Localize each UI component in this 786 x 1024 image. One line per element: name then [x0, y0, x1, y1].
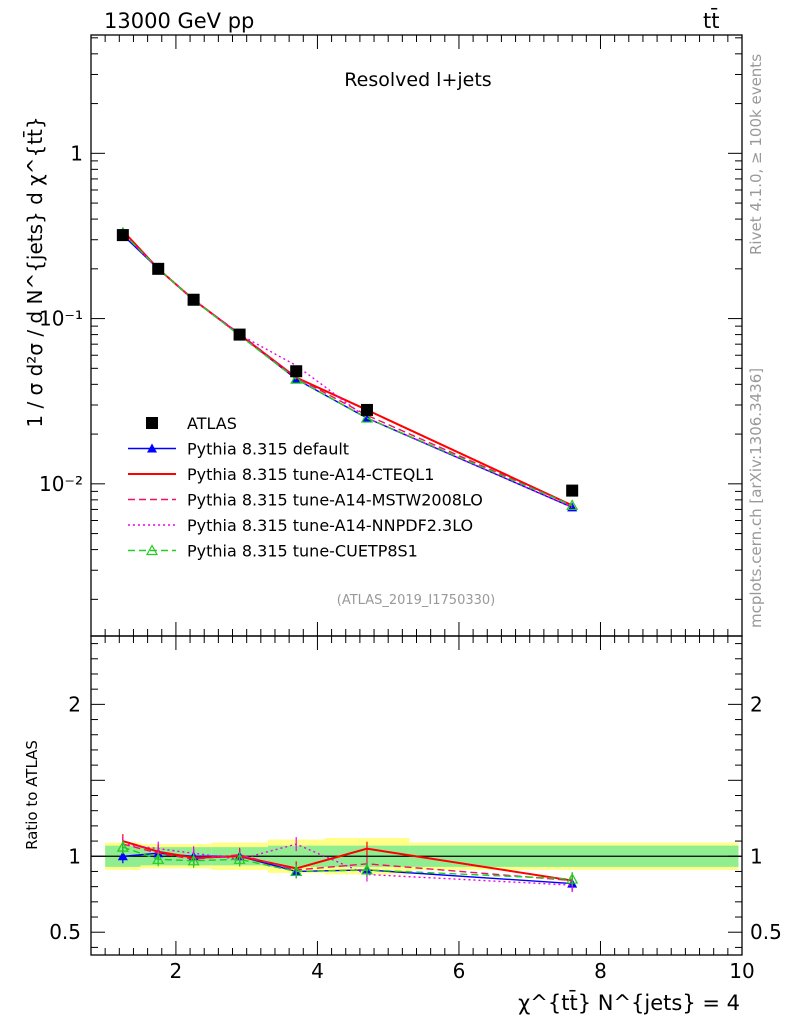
legend-marker-atlas — [146, 417, 158, 429]
ratio-point — [290, 865, 303, 877]
main-ytick-label: 1 — [70, 141, 83, 165]
ratio-point — [152, 853, 165, 864]
legend-label: Pythia 8.315 tune-A14-CTEQL1 — [187, 465, 434, 484]
ratio-point — [116, 840, 129, 852]
x-tick-label: 8 — [594, 959, 607, 983]
ratio-y-axis-label: Ratio to ATLAS — [23, 740, 41, 850]
main-plot — [116, 226, 579, 512]
atlas-point — [290, 365, 303, 378]
legend-label: Pythia 8.315 tune-A14-MSTW2008LO — [187, 491, 483, 510]
ratio-ytick-label: 0.5 — [49, 920, 81, 944]
atlas-point — [187, 293, 200, 306]
legend-label: Pythia 8.315 tune-A14-NNPDF2.3LO — [187, 516, 473, 535]
legend-label: Pythia 8.315 default — [187, 440, 349, 459]
series-point — [566, 499, 579, 511]
ratio-point — [233, 853, 246, 864]
header-right: tt̄ — [703, 8, 719, 33]
ratio-point — [117, 851, 128, 861]
ratio-point — [566, 872, 579, 884]
series-point — [290, 372, 303, 384]
ratio-plot — [91, 834, 742, 893]
atlas-point — [152, 262, 165, 275]
main-ytick-label: 10⁻¹ — [39, 307, 83, 331]
ratio-ytick-label-right: 0.5 — [750, 920, 782, 944]
header-left: 13000 GeV pp — [104, 9, 254, 33]
x-tick-label: 4 — [311, 959, 324, 983]
ratio-point — [187, 854, 200, 866]
annotation: Resolved l+jets — [344, 69, 491, 91]
x-tick-label: 10 — [729, 959, 754, 983]
legend-label: ATLAS — [187, 414, 237, 433]
ratio-ytick-label: 1 — [68, 844, 81, 868]
x-tick-label: 2 — [170, 959, 183, 983]
legend-label: Pythia 8.315 tune-CUETP8S1 — [187, 542, 418, 561]
atlas-point — [360, 403, 373, 416]
series-point — [360, 411, 373, 423]
ratio-point — [360, 863, 373, 875]
legend-marker — [147, 443, 157, 453]
ratio-ytick-label-right: 2 — [750, 692, 763, 716]
side-text-bottom: mcplots.cern.ch [arXiv:1306.3436] — [747, 368, 765, 628]
ratio-frame — [90, 635, 743, 956]
ratio-ytick-label-right: 1 — [750, 844, 763, 868]
ratio-ytick-label: 2 — [68, 692, 81, 716]
x-axis: 2 4 6 8 10 — [104, 35, 755, 983]
side-text-top: Rivet 4.1.0, ≥ 100k events — [747, 54, 765, 255]
main-ytick-label: 10⁻² — [39, 472, 83, 496]
x-tick-label: 6 — [453, 959, 466, 983]
main-y-axis-label: 1 / σ d²σ / d N^{jets} d χ^{tt̄} — [22, 116, 47, 427]
atlas-point — [566, 484, 579, 497]
x-axis-label: χ^{tt̄} N^{jets} = 4 — [518, 990, 740, 1015]
legend-marker — [145, 544, 159, 556]
atlas-point — [116, 229, 129, 242]
legend: ATLAS Pythia 8.315 default Pythia 8.315 tu… — [128, 414, 483, 561]
ratio-axes: 2 2 1 1 0.5 0.5 — [49, 635, 782, 956]
atlas-point — [233, 328, 246, 341]
analysis-id: (ATLAS_2019_I1750330) — [337, 593, 495, 608]
